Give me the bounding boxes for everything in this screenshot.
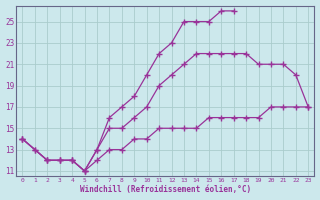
X-axis label: Windchill (Refroidissement éolien,°C): Windchill (Refroidissement éolien,°C): [80, 185, 251, 194]
